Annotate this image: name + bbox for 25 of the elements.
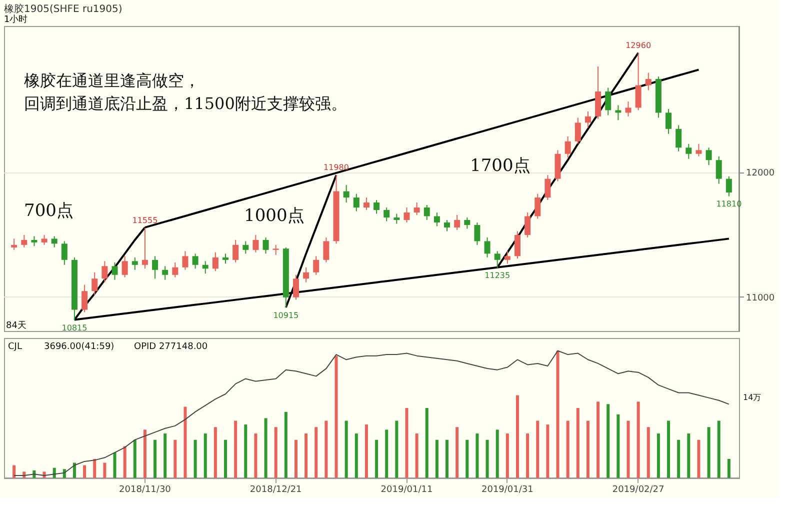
annotation: 1700点	[470, 156, 530, 176]
x-tick-label: 2019/01/31	[481, 485, 534, 495]
annotation: 10815	[62, 323, 88, 332]
annotation: CJL	[8, 342, 22, 352]
annotation: OPID 277148.00	[134, 342, 208, 352]
x-tick-label: 2019/02/27	[612, 485, 664, 495]
x-tick-label: 2018/11/30	[119, 485, 172, 495]
x-tick-label: 2019/01/11	[380, 485, 433, 495]
annotation: 700点	[24, 201, 74, 221]
annotation: 11980	[324, 163, 349, 172]
annotation: 11235	[484, 271, 510, 280]
x-tick-label: 2018/12/21	[250, 485, 302, 495]
chart-subtitle: 1小时	[4, 14, 28, 25]
chart-title: 橡胶1905(SHFE ru1905)	[4, 3, 122, 15]
annotation: 橡胶在通道里逢高做空，	[24, 71, 200, 90]
y-tick-label: 12000	[746, 168, 775, 179]
annotation: 11555	[132, 216, 158, 226]
annotation: 10915	[273, 310, 299, 320]
annotation: 84天	[6, 320, 26, 331]
annotation: 回调到通道底沿止盈，11500附近支撑较强。	[24, 94, 347, 113]
annotation: 12960	[626, 40, 652, 50]
text: 14万	[743, 393, 762, 402]
annotation: 3696.00(41:59)	[44, 342, 114, 352]
y-tick-label: 11000	[746, 293, 775, 304]
annotation: 1000点	[244, 206, 304, 226]
